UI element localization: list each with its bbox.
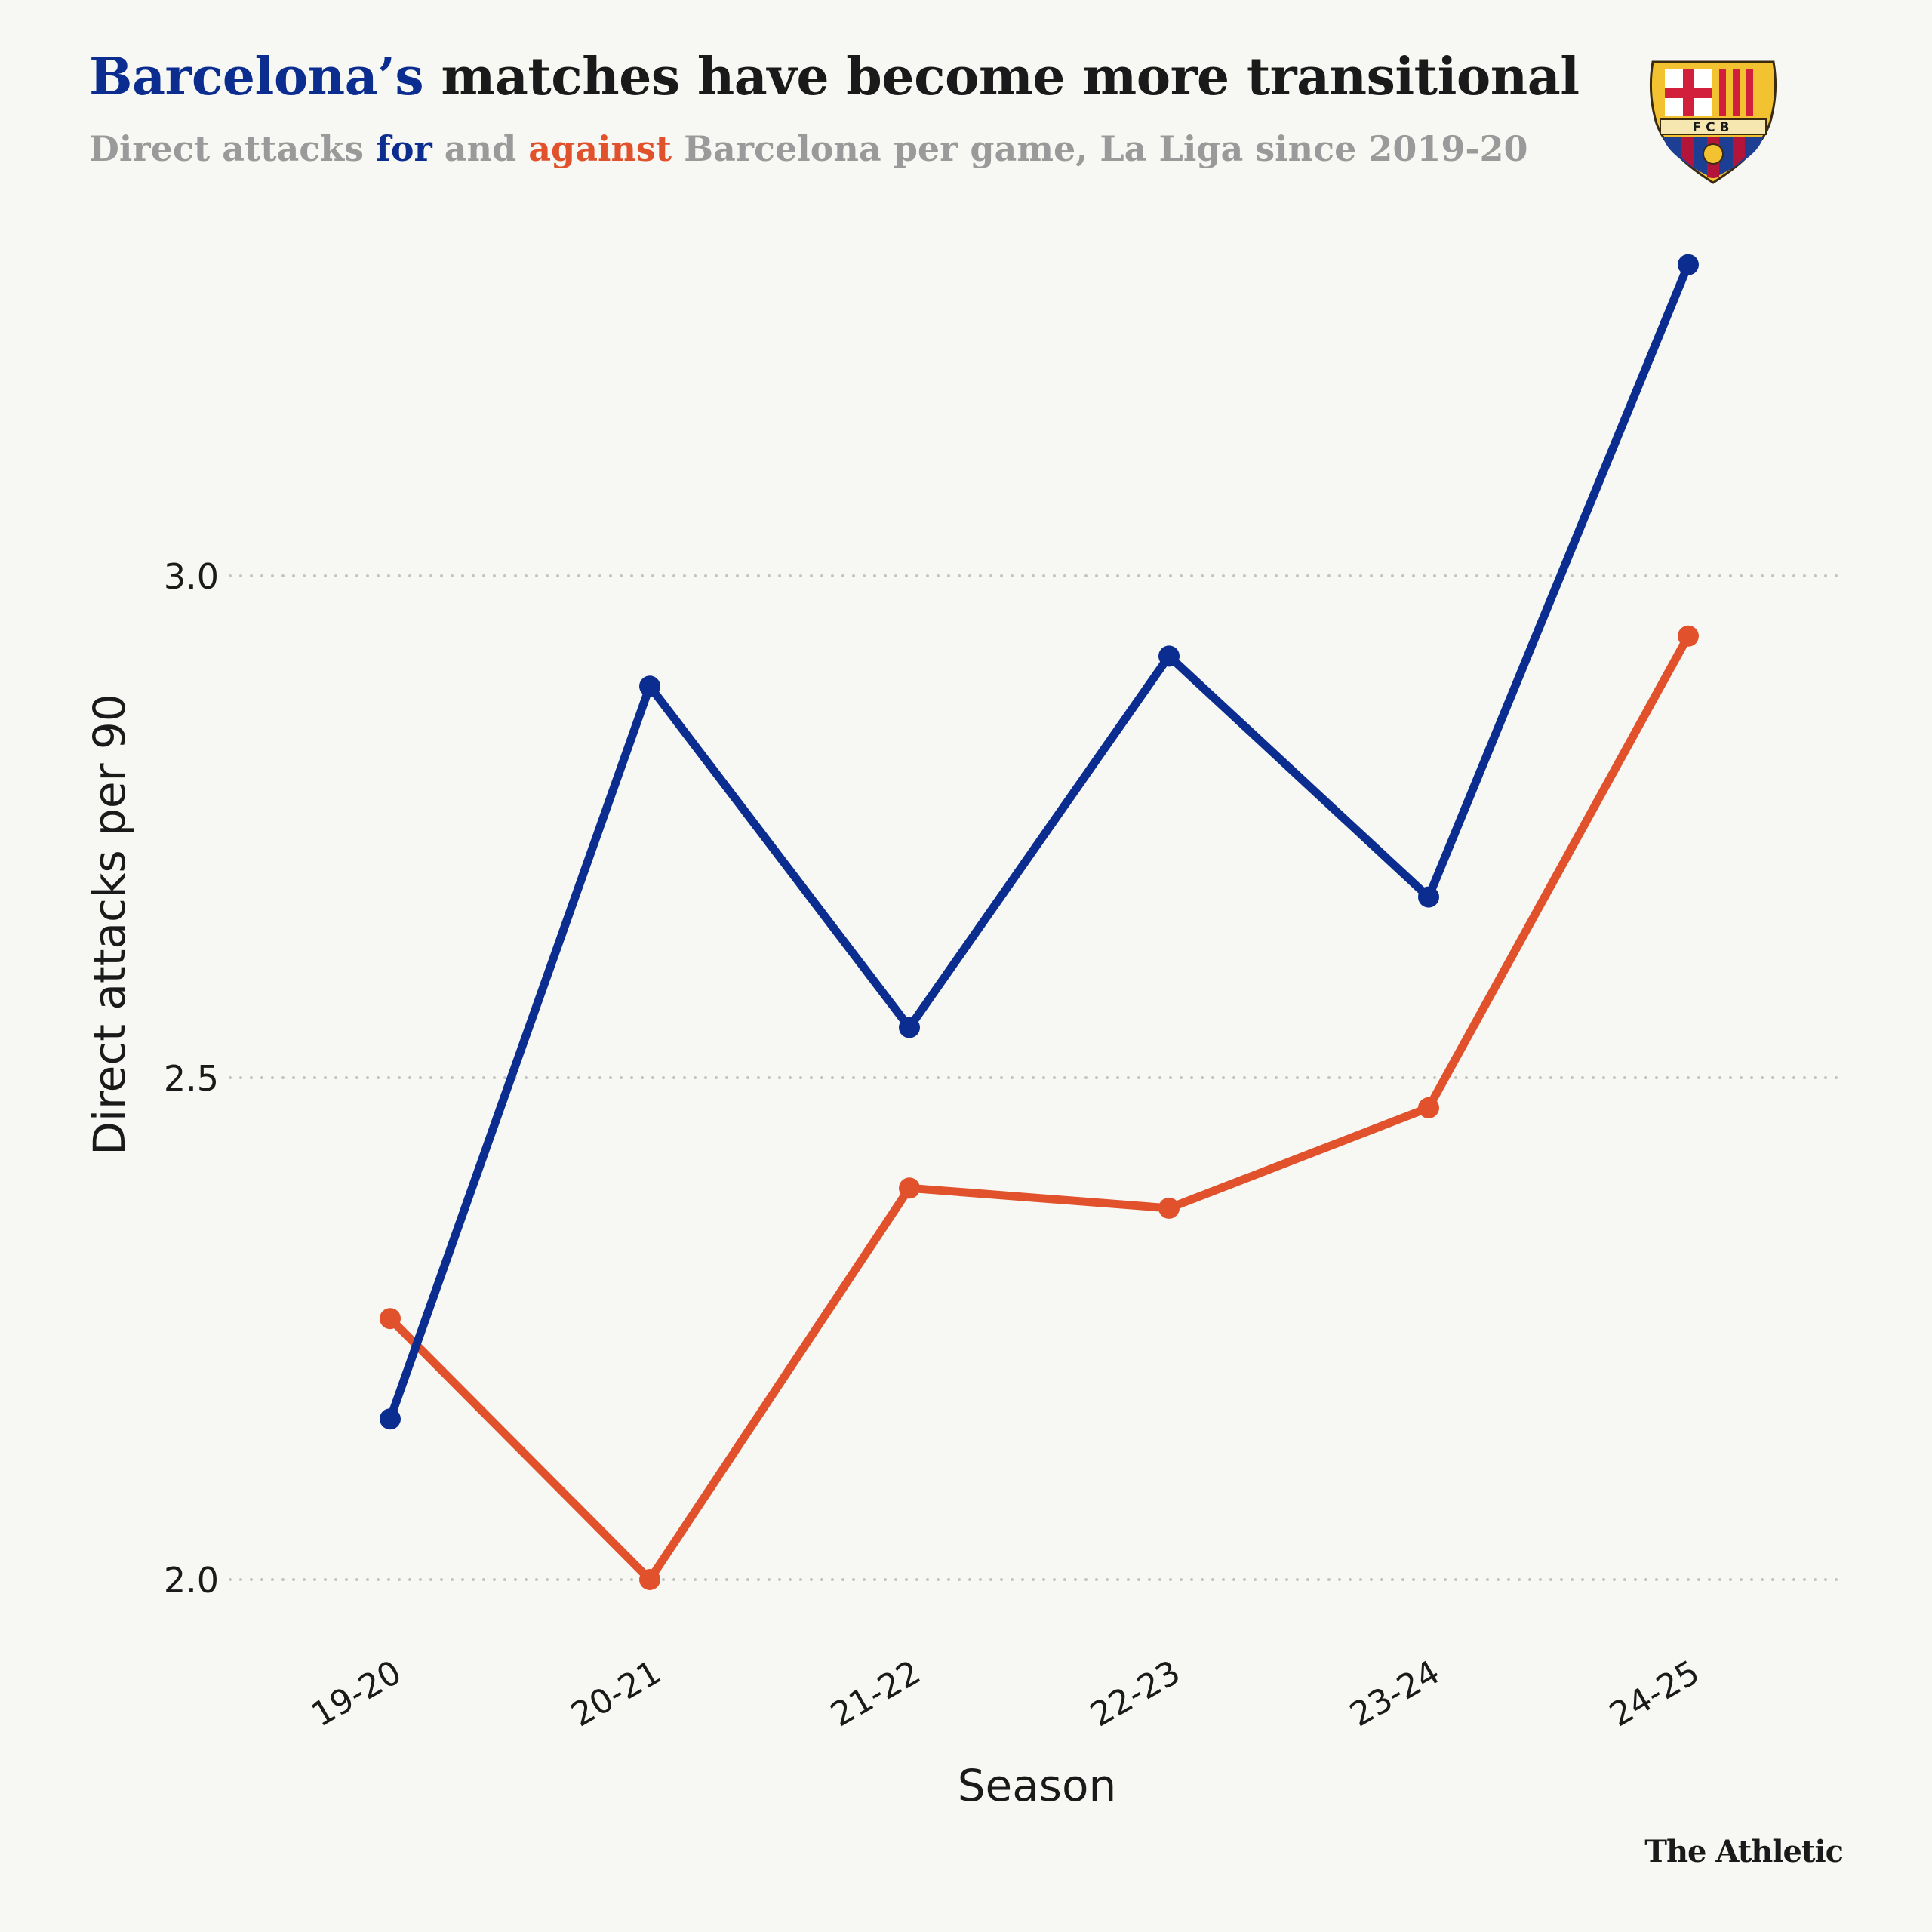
subtitle-for: for (376, 128, 432, 169)
x-tick-label: 23-24 (1343, 1653, 1446, 1734)
data-point-against (639, 1569, 660, 1590)
chart-title: Barcelona’s matches have become more tra… (89, 47, 1580, 107)
x-tick-label: 22-23 (1084, 1653, 1186, 1734)
gridlines (229, 574, 1843, 1581)
data-point-against (1418, 1097, 1439, 1118)
series-lines (386, 260, 1693, 1584)
brand-logo: The Athletic (1644, 1834, 1844, 1869)
x-axis-ticks: 19-20 20-21 21-22 22-23 23-24 24-25 (305, 1653, 1706, 1734)
data-point-for (1678, 254, 1699, 275)
series-line-against (386, 632, 1693, 1584)
title-highlight: Barcelona’s (89, 47, 424, 107)
x-axis-label: Season (958, 1760, 1117, 1811)
subtitle-part3: Barcelona per game, La Liga since 2019-2… (672, 128, 1528, 169)
crest-text: FCB (1692, 120, 1734, 135)
subtitle-part1: Direct attacks (89, 128, 377, 169)
y-tick-label: 3.0 (164, 556, 219, 597)
title-rest: matches have become more transitional (423, 47, 1580, 107)
y-axis-ticks: 2.0 2.5 3.0 (164, 556, 219, 1601)
data-point-against (1678, 625, 1699, 647)
y-tick-label: 2.5 (164, 1058, 219, 1099)
subtitle-part2: and (432, 128, 529, 169)
data-point-against (1158, 1197, 1180, 1219)
x-tick-label: 21-22 (824, 1653, 927, 1734)
fc-barcelona-crest-icon: FCB (1649, 60, 1777, 184)
chart-subtitle: Direct attacks for and against Barcelona… (89, 128, 1528, 169)
data-point-for (380, 1408, 401, 1430)
data-point-for (1158, 645, 1180, 667)
series-points (380, 254, 1699, 1590)
data-point-for (899, 1017, 920, 1038)
data-point-against (899, 1177, 920, 1199)
x-tick-label: 20-21 (565, 1653, 667, 1734)
x-tick-label: 24-25 (1603, 1653, 1706, 1734)
subtitle-against: against (528, 128, 672, 169)
y-tick-label: 2.0 (164, 1560, 219, 1601)
data-point-against (380, 1308, 401, 1330)
data-point-for (1418, 886, 1439, 908)
y-axis-label: Direct attacks per 90 (84, 694, 135, 1155)
series-line-for (386, 260, 1693, 1423)
data-point-for (639, 675, 660, 697)
x-tick-label: 19-20 (305, 1653, 408, 1734)
